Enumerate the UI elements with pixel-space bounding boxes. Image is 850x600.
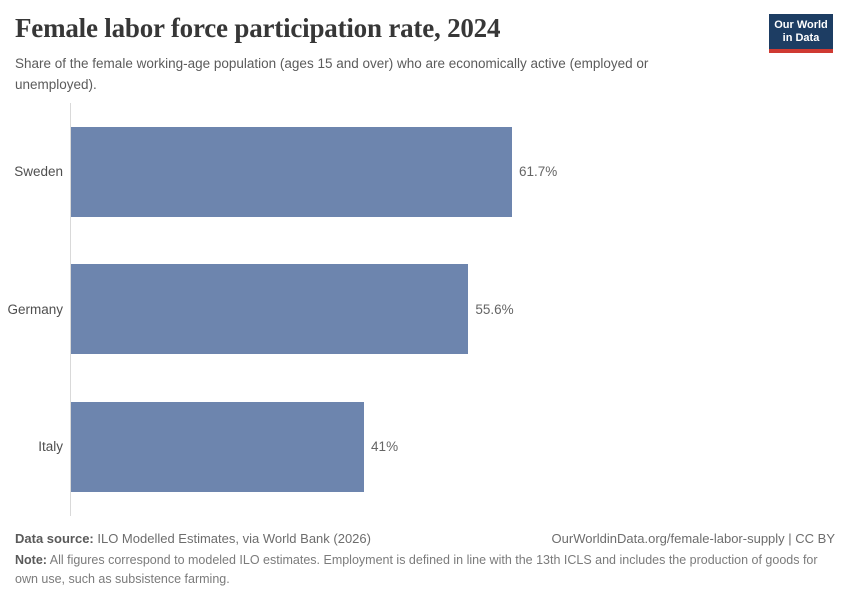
value-label: 61.7%	[519, 164, 558, 180]
note-text: All figures correspond to modeled ILO es…	[15, 553, 818, 586]
bar-row: Italy 41%	[0, 378, 850, 516]
page-title: Female labor force participation rate, 2…	[15, 13, 501, 43]
bar[interactable]	[71, 264, 469, 355]
bar[interactable]	[71, 126, 512, 217]
owid-logo-line2: in Data	[782, 32, 820, 44]
bar-rows-container: Sweden 61.7% Germany 55.6% Italy 41%	[0, 103, 850, 516]
value-label: 55.6%	[475, 301, 514, 317]
owid-logo-line1: Our World	[774, 19, 828, 31]
category-label: Sweden	[14, 164, 63, 180]
bar-chart: Sweden 61.7% Germany 55.6% Italy 41%	[0, 103, 850, 516]
category-label: Italy	[38, 439, 63, 455]
data-source-label: Data source:	[15, 531, 94, 546]
owid-logo[interactable]: Our World in Data	[769, 14, 833, 53]
category-label: Germany	[7, 301, 63, 317]
note-line: Note: All figures correspond to modeled …	[15, 551, 835, 589]
bar-row: Germany 55.6%	[0, 241, 850, 379]
footer: Data source: ILO Modelled Estimates, via…	[15, 531, 835, 589]
bar[interactable]	[71, 401, 365, 492]
y-axis-line	[70, 103, 71, 516]
attribution-link[interactable]: OurWorldinData.org/female-labor-supply |…	[551, 531, 835, 546]
value-label: 41%	[371, 439, 399, 455]
chart-subtitle: Share of the female working-age populati…	[15, 56, 649, 92]
bar-row: Sweden 61.7%	[0, 103, 850, 241]
data-source-line: Data source: ILO Modelled Estimates, via…	[15, 531, 371, 546]
data-source-text: ILO Modelled Estimates, via World Bank (…	[93, 531, 371, 546]
note-label: Note:	[15, 553, 47, 567]
